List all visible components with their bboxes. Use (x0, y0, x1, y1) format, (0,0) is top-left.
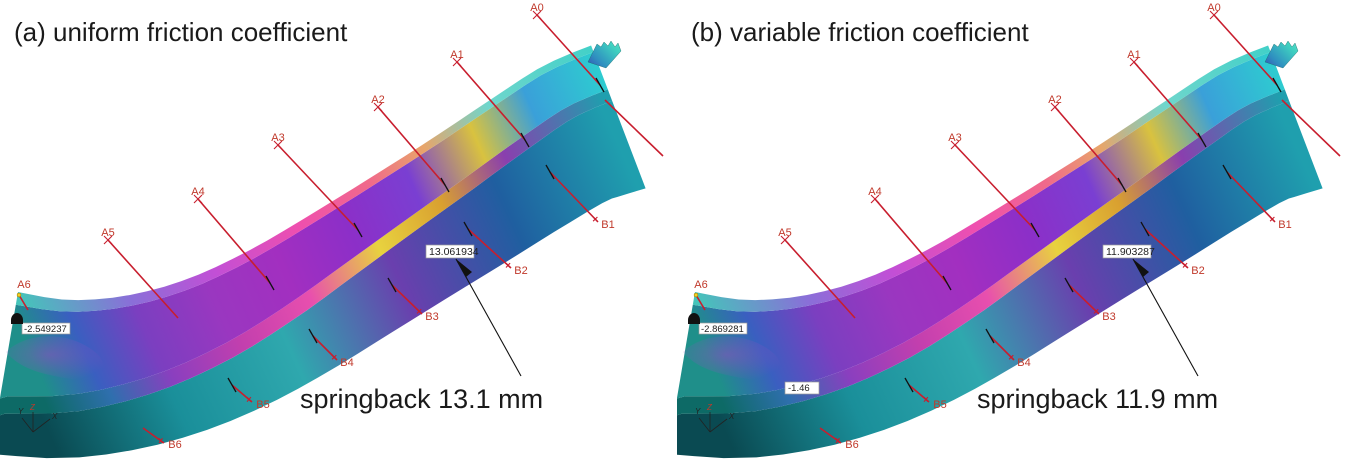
svg-text:-2.549237: -2.549237 (24, 324, 67, 335)
svg-text:B6: B6 (845, 439, 858, 451)
svg-text:X: X (51, 412, 58, 421)
svg-text:B4: B4 (340, 357, 353, 369)
svg-text:A0: A0 (1207, 2, 1220, 14)
svg-text:A1: A1 (1127, 49, 1140, 61)
svg-text:-1.46: -1.46 (788, 383, 810, 394)
svg-text:A5: A5 (778, 227, 791, 239)
svg-text:11.903287: 11.903287 (1106, 246, 1155, 258)
svg-text:springback 11.9 mm: springback 11.9 mm (977, 384, 1218, 414)
svg-text:A0: A0 (530, 2, 543, 14)
svg-text:A2: A2 (1048, 94, 1061, 106)
svg-text:A3: A3 (271, 132, 284, 144)
svg-text:-2.869281: -2.869281 (701, 324, 744, 335)
svg-text:B3: B3 (425, 311, 438, 323)
svg-text:A4: A4 (868, 186, 881, 198)
svg-text:A4: A4 (191, 186, 204, 198)
svg-text:B5: B5 (256, 399, 269, 411)
svg-text:B2: B2 (514, 265, 527, 277)
svg-text:Y: Y (18, 407, 24, 416)
svg-text:A1: A1 (450, 49, 463, 61)
svg-text:A6: A6 (17, 279, 30, 291)
svg-text:Y: Y (695, 407, 701, 416)
svg-text:B3: B3 (1102, 311, 1115, 323)
svg-text:13.061934: 13.061934 (429, 246, 479, 258)
svg-text:A3: A3 (948, 132, 961, 144)
svg-text:B1: B1 (601, 219, 614, 231)
svg-text:A2: A2 (371, 94, 384, 106)
svg-text:A5: A5 (101, 227, 114, 239)
svg-text:springback 13.1 mm: springback 13.1 mm (300, 384, 543, 414)
svg-text:B2: B2 (1191, 265, 1204, 277)
svg-text:B5: B5 (933, 399, 946, 411)
svg-text:B4: B4 (1017, 357, 1030, 369)
svg-text:B6: B6 (168, 439, 181, 451)
svg-text:A6: A6 (694, 279, 707, 291)
svg-text:X: X (728, 412, 735, 421)
svg-text:B1: B1 (1278, 219, 1291, 231)
